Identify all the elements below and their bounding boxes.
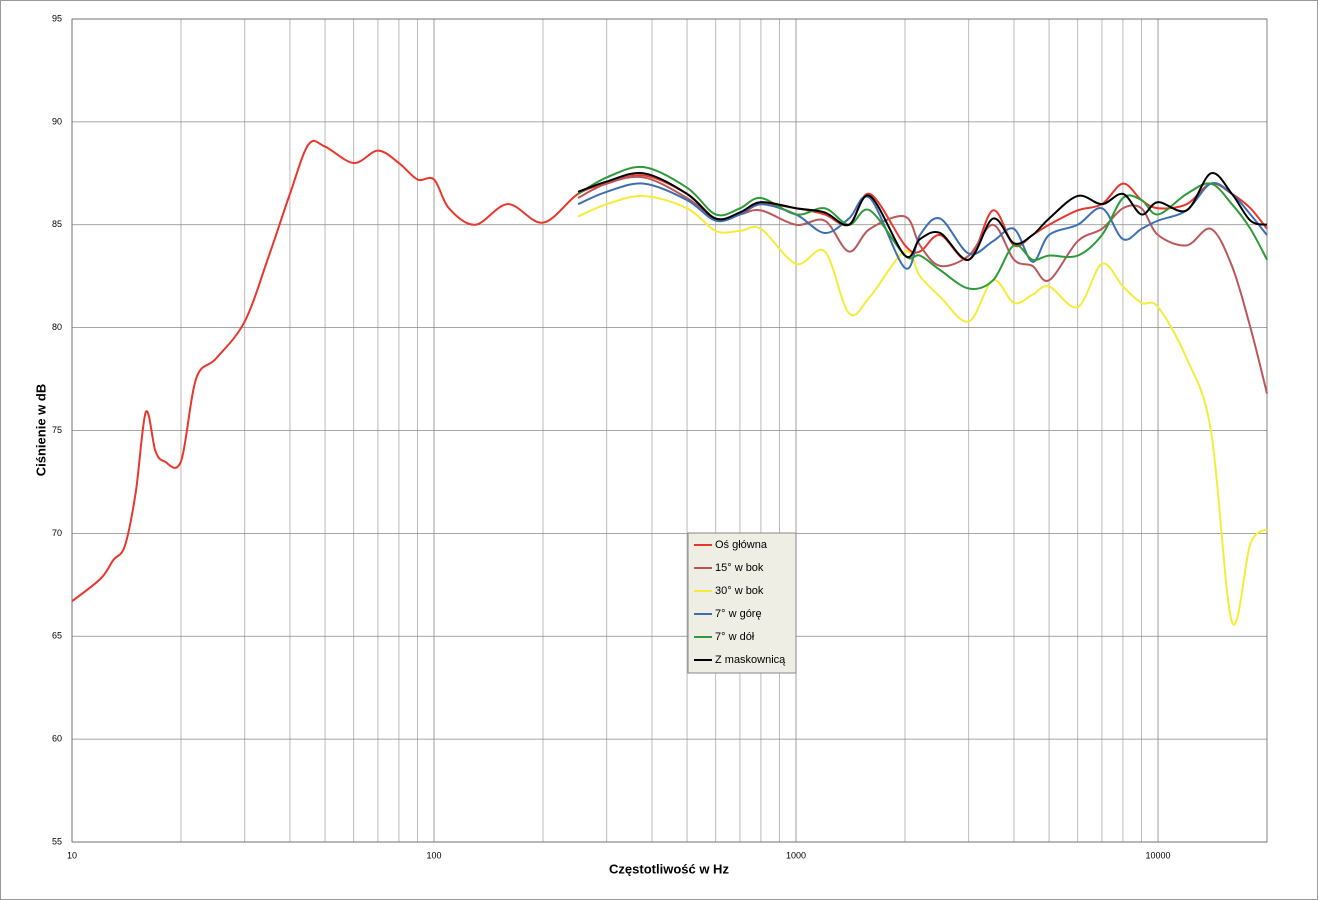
series-line: [577, 194, 1268, 626]
y-tick-label: 85: [52, 219, 62, 229]
x-tick-label: 10: [67, 850, 77, 860]
x-axis-title: Częstotliwość w Hz: [609, 861, 729, 876]
legend-label: 15° w bok: [715, 562, 764, 574]
legend-label: Z maskownicą: [715, 654, 786, 666]
y-tick-label: 80: [52, 322, 62, 332]
y-tick-label: 95: [52, 13, 62, 23]
y-tick-label: 60: [52, 734, 62, 744]
legend-label: 30° w bok: [715, 585, 764, 597]
y-tick-label: 55: [52, 836, 62, 846]
legend-box: [687, 532, 797, 674]
y-axis-title: Ciśnienie w dB: [33, 384, 48, 476]
plot-border: [71, 18, 1268, 843]
legend-label: 7° w górę: [715, 608, 762, 620]
y-tick-label: 65: [52, 631, 62, 641]
y-tick-label: 70: [52, 528, 62, 538]
y-tick-label: 75: [52, 425, 62, 435]
x-tick-label: 100: [426, 850, 441, 860]
legend-label: Oś główna: [715, 539, 768, 551]
legend-label: 7° w dół: [715, 631, 755, 643]
x-tick-label: 10000: [1146, 850, 1171, 860]
series-line: [577, 182, 1268, 270]
series-line: [577, 165, 1268, 290]
x-tick-label: 1000: [786, 850, 806, 860]
y-tick-label: 90: [52, 116, 62, 126]
series-line: [577, 171, 1268, 261]
